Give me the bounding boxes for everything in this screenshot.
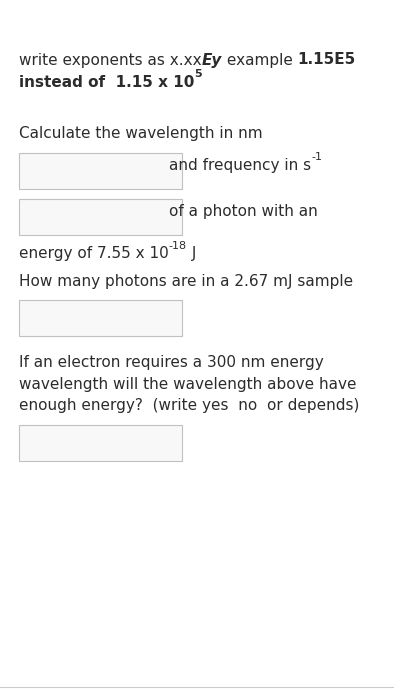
Text: example: example xyxy=(222,52,297,67)
Text: write exponents as x.xx: write exponents as x.xx xyxy=(19,52,202,67)
Text: energy of 7.55 x 10: energy of 7.55 x 10 xyxy=(19,246,169,261)
FancyBboxPatch shape xyxy=(19,300,182,336)
Text: of a photon with an: of a photon with an xyxy=(169,204,318,219)
FancyBboxPatch shape xyxy=(19,153,182,189)
Text: How many photons are in a 2.67 mJ sample: How many photons are in a 2.67 mJ sample xyxy=(19,274,353,289)
Text: J: J xyxy=(187,246,196,261)
Text: Calculate the wavelength in nm: Calculate the wavelength in nm xyxy=(19,126,262,141)
Text: -1: -1 xyxy=(312,153,323,162)
Text: If an electron requires a 300 nm energy: If an electron requires a 300 nm energy xyxy=(19,355,323,370)
Text: 1.15E5: 1.15E5 xyxy=(297,52,356,67)
Text: -18: -18 xyxy=(169,241,187,251)
Text: 5: 5 xyxy=(194,69,202,79)
FancyBboxPatch shape xyxy=(19,425,182,461)
Text: wavelength will the wavelength above have: wavelength will the wavelength above hav… xyxy=(19,377,357,391)
Text: instead of  1.15 x 10: instead of 1.15 x 10 xyxy=(19,75,194,90)
Text: enough energy?  (write yes  no  or depends): enough energy? (write yes no or depends) xyxy=(19,398,359,413)
Text: Ey: Ey xyxy=(202,52,222,67)
FancyBboxPatch shape xyxy=(19,199,182,235)
Text: and frequency in s: and frequency in s xyxy=(169,158,312,173)
